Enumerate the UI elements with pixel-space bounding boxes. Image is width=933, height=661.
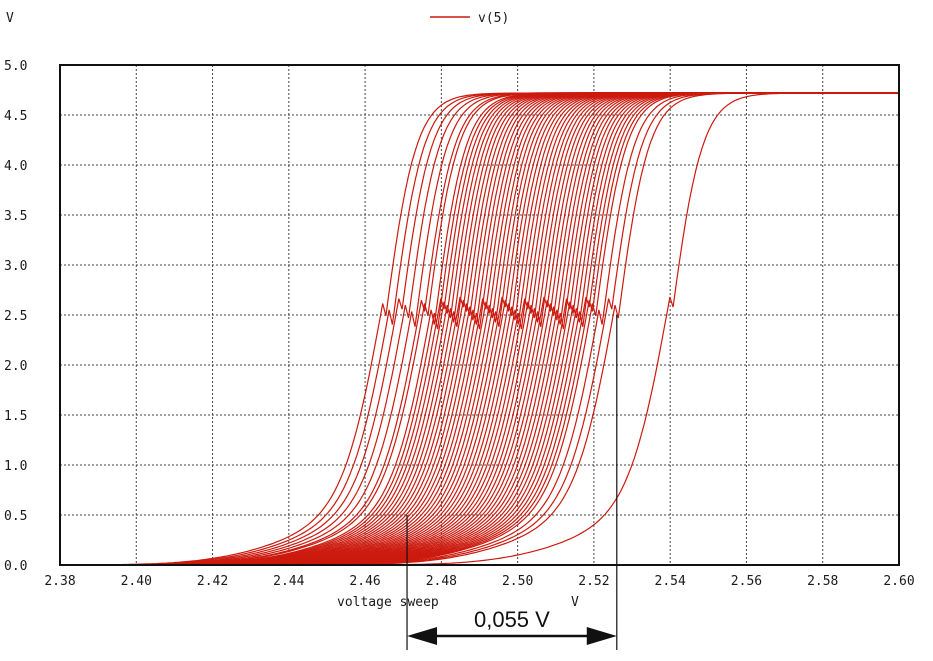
- x-tick-label: 2.42: [197, 574, 228, 589]
- plot-frame: [59, 64, 900, 566]
- y-axis-unit-label: V: [6, 11, 14, 26]
- x-tick-label: 2.58: [807, 574, 838, 589]
- x-tick-label: 2.48: [426, 574, 457, 589]
- x-tick-label: 2.38: [44, 574, 75, 589]
- y-tick-label: 1.5: [4, 409, 27, 424]
- y-tick-label: 0.5: [4, 509, 27, 524]
- x-axis-label: voltage sweep: [337, 595, 439, 610]
- x-tick-label: 2.40: [121, 574, 152, 589]
- y-tick-label: 2.0: [4, 359, 27, 374]
- y-tick-label: 4.0: [4, 159, 27, 174]
- y-tick-label: 0.0: [4, 559, 27, 574]
- y-tick-label: 1.0: [4, 459, 27, 474]
- measurement-label: 0,055 V: [474, 607, 550, 632]
- x-tick-label: 2.50: [502, 574, 533, 589]
- x-tick-label: 2.46: [349, 574, 380, 589]
- measurement-arrow-head-left: [407, 627, 438, 645]
- x-tick-labels: 2.38 2.40 2.42 2.44 2.46 2.48 2.50 2.52 2.54 2.56…: [44, 574, 914, 589]
- measurement-arrow-head-right: [586, 627, 617, 645]
- y-tick-labels: 0.0 0.5 1.0 1.5 2.0 2.5 3.0 3.5 4.0 4.5 5.0: [4, 59, 27, 574]
- x-axis-unit: V: [571, 595, 579, 610]
- legend-label-v5: v(5): [478, 11, 509, 26]
- x-tick-label: 2.44: [273, 574, 304, 589]
- y-tick-label: 3.5: [4, 209, 27, 224]
- x-tick-label: 2.60: [883, 574, 914, 589]
- legend: v(5): [430, 11, 509, 26]
- y-tick-label: 3.0: [4, 259, 27, 274]
- y-tick-label: 5.0: [4, 59, 27, 74]
- x-tick-label: 2.54: [655, 574, 686, 589]
- x-tick-label: 2.56: [731, 574, 762, 589]
- x-tick-label: 2.52: [578, 574, 609, 589]
- y-tick-label: 4.5: [4, 109, 27, 124]
- y-tick-label: 2.5: [4, 309, 27, 324]
- measurement-annotation: 0,055 V: [406, 315, 618, 650]
